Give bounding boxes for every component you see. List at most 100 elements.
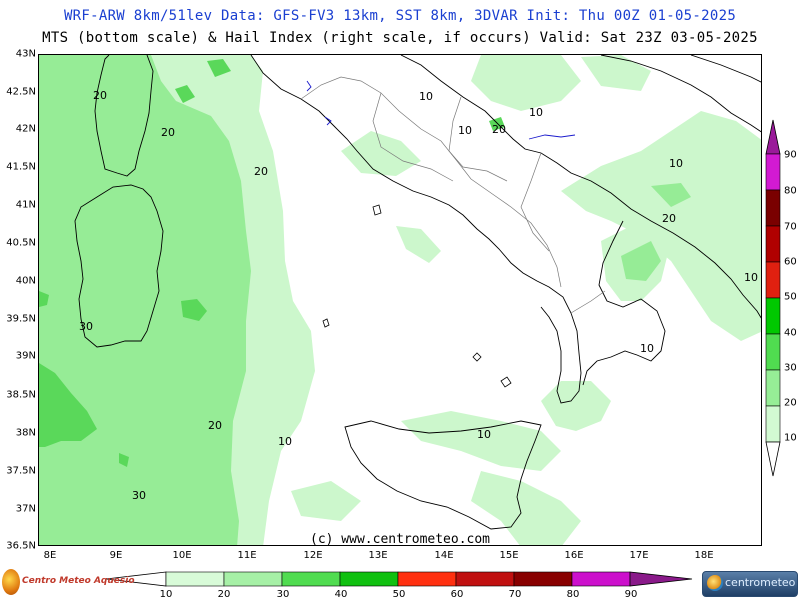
mts-bar-segment <box>571 571 631 587</box>
hail-bar-segment <box>765 405 781 443</box>
lat-label: 42N <box>15 123 36 135</box>
title-line-2: MTS (bottom scale) & Hail Index (right s… <box>42 30 758 46</box>
lon-label: 16E <box>564 550 584 561</box>
lon-label: 15E <box>499 550 519 561</box>
lat-label: 38.5N <box>6 389 36 401</box>
centro-meteo-aquesio-logo[interactable]: Centro Meteo Aquesio <box>2 568 135 598</box>
island <box>500 376 512 388</box>
lon-label: 9E <box>109 550 123 561</box>
mts-field-20 <box>341 131 421 176</box>
contour-label: 10 <box>640 342 654 355</box>
mts-field-20 <box>471 55 581 111</box>
contour-label: 10 <box>477 428 491 441</box>
admin-border <box>372 92 454 182</box>
hail-index-colorbar <box>765 119 781 477</box>
centrometeo-logo[interactable]: centrometeo <box>702 571 798 597</box>
title-line-1: WRF-ARW 8km/51lev Data: GFS-FV3 13km, SS… <box>63 8 737 24</box>
mts-field-30 <box>39 55 251 545</box>
admin-border <box>570 290 606 314</box>
hail-bar-segment <box>765 225 781 263</box>
contour-label: 20 <box>93 89 107 102</box>
lat-label: 38N <box>15 427 36 439</box>
lon-label: 13E <box>368 550 388 561</box>
lat-label: 36.5N <box>6 540 36 552</box>
mts-bar-segment <box>281 571 341 587</box>
hail-bar-segment <box>765 153 781 191</box>
contour-label: 10 <box>278 435 292 448</box>
hail-bar-segment <box>765 261 781 299</box>
mts-field-30 <box>651 183 691 207</box>
contour-label: 20 <box>208 419 222 432</box>
mts-scale-label: 40 <box>334 589 348 600</box>
contour-label: 10 <box>419 90 433 103</box>
mts-field-20 <box>401 411 561 471</box>
hail-bar-cap-bottom <box>765 441 781 477</box>
lon-label: 17E <box>629 550 649 561</box>
mts-scale-label: 20 <box>217 589 231 600</box>
mts-bar-cap-right <box>629 571 693 587</box>
balkan-coast <box>600 55 761 133</box>
sicily-coast <box>344 420 542 530</box>
mts-field-40 <box>181 299 207 321</box>
contour-label: 20 <box>161 126 175 139</box>
hail-bar-segment <box>765 333 781 371</box>
contour-label: 10 <box>458 124 472 137</box>
mts-field-20 <box>561 111 761 341</box>
mts-scale-label: 10 <box>159 589 173 600</box>
corsica-coast <box>94 55 154 177</box>
mts-field-40 <box>175 85 195 103</box>
mts-bar-segment <box>455 571 515 587</box>
mts-bar-segment <box>397 571 457 587</box>
lat-label: 40.5N <box>6 237 36 249</box>
lat-label: 42.5N <box>6 86 36 98</box>
lat-label: 41.5N <box>6 161 36 173</box>
lat-label: 43N <box>15 48 36 60</box>
forecast-map[interactable]: 20 20 20 30 20 10 30 10 10 20 10 10 20 1… <box>38 54 762 546</box>
island <box>372 204 382 216</box>
sun-logo-icon <box>2 569 20 595</box>
admin-border <box>520 152 550 252</box>
mts-field-30 <box>621 241 661 281</box>
map-canvas: 20 20 20 30 20 10 30 10 10 20 10 10 20 1… <box>39 55 761 545</box>
copyright-text: (c) www.centrometeo.com <box>310 532 491 547</box>
hail-contour <box>306 80 312 92</box>
hail-bar-segment <box>765 297 781 335</box>
lat-label: 39.5N <box>6 313 36 325</box>
italy-coast <box>582 220 666 386</box>
mts-bar-segment <box>223 571 283 587</box>
mts-scale-label: 60 <box>450 589 464 600</box>
contour-label: 10 <box>529 106 543 119</box>
contour-label: 20 <box>662 212 676 225</box>
mts-field-40 <box>207 59 231 77</box>
hail-scale-label: 80 <box>784 185 797 197</box>
italy-coast <box>400 55 761 319</box>
lat-label: 40N <box>15 275 36 287</box>
hail-scale-label: 20 <box>784 397 797 409</box>
mts-bar-segment <box>339 571 399 587</box>
hail-bar-segment <box>765 369 781 407</box>
hail-contour <box>528 134 576 140</box>
contour-label: 30 <box>132 489 146 502</box>
lat-label: 37N <box>15 503 36 515</box>
mts-scale-label: 50 <box>392 589 406 600</box>
hail-scale-label: 30 <box>784 362 797 374</box>
mts-scale-label: 30 <box>276 589 290 600</box>
mts-field-20 <box>541 381 611 431</box>
logo-left-text: Centro Meteo Aquesio <box>22 576 135 586</box>
lat-label: 37.5N <box>6 465 36 477</box>
mts-field-40 <box>119 453 129 467</box>
hail-scale-label: 40 <box>784 327 797 339</box>
mts-bar-segment <box>165 571 225 587</box>
hail-scale-label: 10 <box>784 432 797 444</box>
lat-label: 39N <box>15 350 36 362</box>
lon-label: 10E <box>172 550 192 561</box>
mts-bar-segment <box>513 571 573 587</box>
hail-scale-label: 70 <box>784 221 797 233</box>
island <box>472 352 482 362</box>
mts-scale-label: 90 <box>624 589 638 600</box>
mts-field-20 <box>396 226 441 263</box>
hail-scale-label: 90 <box>784 149 797 161</box>
mts-scale-label: 70 <box>508 589 522 600</box>
contour-label: 10 <box>669 157 683 170</box>
mts-field-20 <box>581 55 651 91</box>
